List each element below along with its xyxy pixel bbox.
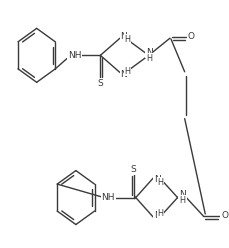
Text: H: H bbox=[179, 195, 185, 205]
Text: H: H bbox=[157, 178, 163, 186]
Text: N: N bbox=[178, 190, 185, 199]
Text: S: S bbox=[130, 165, 136, 174]
Text: N: N bbox=[120, 70, 127, 79]
Text: H: H bbox=[124, 35, 130, 44]
Text: H: H bbox=[146, 54, 152, 63]
Text: NH: NH bbox=[101, 193, 114, 202]
Text: NH: NH bbox=[68, 51, 81, 60]
Text: N: N bbox=[145, 48, 152, 57]
Text: O: O bbox=[220, 212, 227, 220]
Text: S: S bbox=[97, 79, 103, 88]
Text: N: N bbox=[153, 175, 160, 185]
Text: H: H bbox=[124, 67, 130, 76]
Text: N: N bbox=[120, 32, 127, 41]
Text: H: H bbox=[157, 209, 163, 217]
Text: N: N bbox=[153, 211, 160, 220]
Text: O: O bbox=[187, 32, 194, 41]
